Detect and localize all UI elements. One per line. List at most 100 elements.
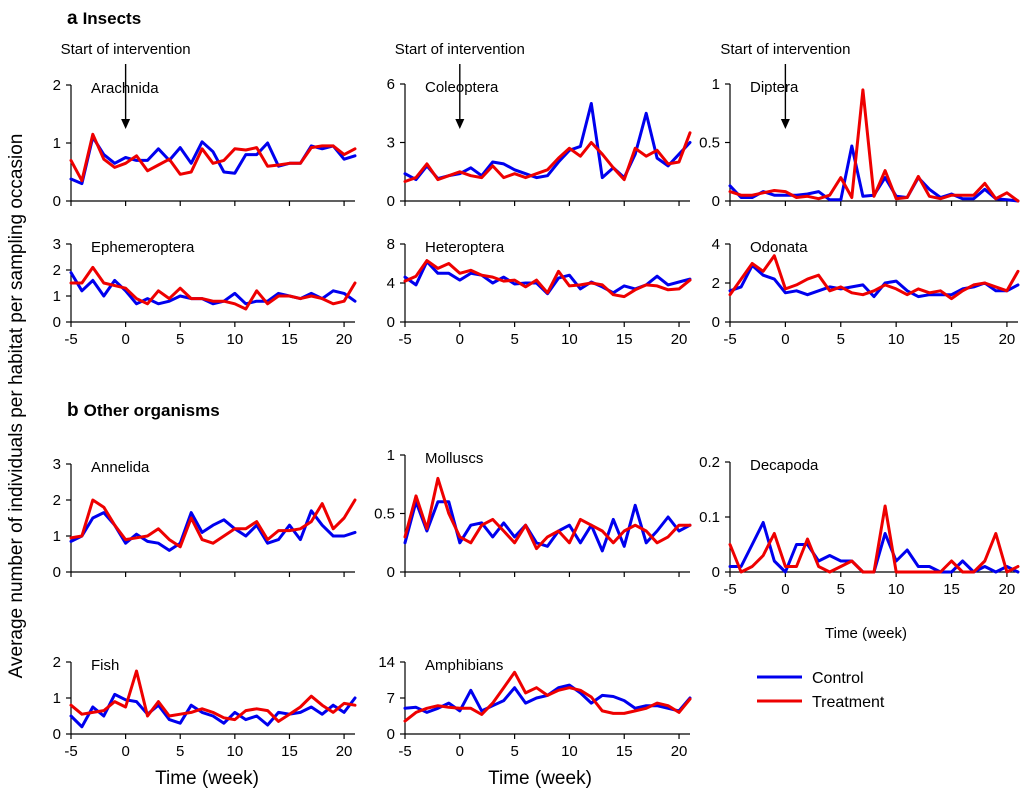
amphibians-panel-label: Amphibians (425, 657, 503, 674)
fish-x-tick-label: 10 (227, 743, 244, 760)
heteroptera-y-tick-label: 8 (387, 236, 395, 253)
amphibians-y-tick-label: 14 (378, 654, 395, 671)
diptera-intervention-label: Start of intervention (720, 41, 850, 58)
odonata-y-tick-label: 4 (712, 236, 720, 253)
section-b-letter: b (67, 400, 79, 421)
odonata-x-tick-label: -5 (723, 331, 736, 348)
heteroptera-treatment-line (403, 259, 692, 299)
amphibians-treatment-line (403, 670, 692, 723)
x-axis-title-left: Time (week) (155, 768, 259, 789)
arachnida-intervention-label: Start of intervention (61, 41, 191, 58)
ephemeroptera-x-tick-label: 0 (121, 331, 129, 348)
fish-control-line (69, 692, 357, 729)
ephemeroptera-x-tick-label: 15 (281, 331, 298, 348)
section-a-heading: a Insects (67, 8, 141, 29)
odonata-x-tick-label: 15 (943, 331, 960, 348)
fish-x-tick-label: 15 (281, 743, 298, 760)
diptera-panel-label: Diptera (750, 79, 799, 96)
coleoptera-treatment-line (403, 131, 692, 183)
heteroptera-x-tick-label: 15 (616, 331, 633, 348)
diptera-treatment-line (728, 88, 1020, 203)
fish-treatment-line (69, 669, 357, 723)
decapoda-y-tick-label: 0.2 (699, 454, 720, 471)
odonata-x-tick-label: 20 (999, 331, 1016, 348)
section-a-title: Insects (83, 9, 142, 28)
odonata-x-tick-label: 5 (837, 331, 845, 348)
legend: Control Treatment (757, 670, 885, 711)
section-b-heading: b Other organisms (67, 400, 220, 421)
fish-x-tick-label: -5 (64, 743, 77, 760)
annelida-y-tick-label: 3 (53, 456, 61, 473)
diptera-y-tick-label: 1 (712, 76, 720, 93)
arachnida-intervention-arrow-head (121, 119, 131, 129)
decapoda-x-tick-label: 0 (781, 581, 789, 598)
amphibians-y-tick-label: 0 (387, 726, 395, 743)
ephemeroptera-y-tick-label: 3 (53, 236, 61, 253)
amphibians-x-tick-label: -5 (398, 743, 411, 760)
fish-x-tick-label: 0 (121, 743, 129, 760)
odonata-x-tick-label: 10 (888, 331, 905, 348)
decapoda-x-tick-label: -5 (723, 581, 736, 598)
panel-coleoptera: 0 3 6 Coleoptera Start of intervention (387, 41, 692, 210)
fish-x-tick-label: 20 (336, 743, 353, 760)
legend-control-label: Control (812, 670, 864, 687)
amphibians-x-tick-label: 0 (456, 743, 464, 760)
decapoda-x-tick-label: 10 (888, 581, 905, 598)
coleoptera-panel-label: Coleoptera (425, 79, 499, 96)
heteroptera-y-tick-label: 0 (387, 314, 395, 331)
panel-diptera: 0 0.5 1 Diptera Start of intervention (699, 41, 1020, 210)
ephemeroptera-panel-label: Ephemeroptera (91, 239, 195, 256)
fish-panel-label: Fish (91, 657, 119, 674)
annelida-y-tick-label: 0 (53, 564, 61, 581)
coleoptera-y-tick-label: 3 (387, 135, 395, 152)
arachnida-y-tick-label: 2 (53, 77, 61, 94)
decapoda-x-tick-label: 20 (999, 581, 1016, 598)
molluscs-y-tick-label: 0.5 (374, 506, 395, 523)
odonata-treatment-line (728, 254, 1020, 301)
amphibians-x-tick-label: 5 (510, 743, 518, 760)
amphibians-x-tick-label: 20 (671, 743, 688, 760)
annelida-panel-label: Annelida (91, 459, 150, 476)
heteroptera-x-tick-label: 10 (561, 331, 578, 348)
molluscs-panel-label: Molluscs (425, 450, 483, 467)
diptera-intervention-arrow-head (780, 119, 790, 129)
coleoptera-intervention-arrow-head (455, 119, 465, 129)
ephemeroptera-treatment-line (69, 265, 357, 311)
x-axis-title-middle: Time (week) (488, 768, 592, 789)
odonata-y-tick-label: 2 (712, 275, 720, 292)
decapoda-panel-label: Decapoda (750, 457, 819, 474)
ephemeroptera-control-line (69, 271, 357, 306)
annelida-y-tick-label: 1 (53, 528, 61, 545)
decapoda-treatment-line (728, 504, 1020, 574)
fish-y-tick-label: 1 (53, 690, 61, 707)
annelida-y-tick-label: 2 (53, 492, 61, 509)
coleoptera-y-tick-label: 0 (387, 193, 395, 210)
heteroptera-panel-label: Heteroptera (425, 239, 505, 256)
coleoptera-y-tick-label: 6 (387, 76, 395, 93)
molluscs-y-tick-label: 1 (387, 447, 395, 464)
ephemeroptera-x-tick-label: -5 (64, 331, 77, 348)
fish-x-tick-label: 5 (176, 743, 184, 760)
shared-y-axis-label: Average number of individuals per habita… (6, 134, 27, 679)
ephemeroptera-x-tick-label: 5 (176, 331, 184, 348)
heteroptera-x-tick-label: -5 (398, 331, 411, 348)
decapoda-x-tick-label: 15 (943, 581, 960, 598)
fish-y-tick-label: 0 (53, 726, 61, 743)
diptera-y-tick-label: 0.5 (699, 135, 720, 152)
ephemeroptera-y-tick-label: 1 (53, 288, 61, 305)
fish-y-tick-label: 2 (53, 654, 61, 671)
annelida-treatment-line (69, 498, 357, 549)
panel-annelida: 0 1 2 3 Annelida (53, 456, 357, 581)
amphibians-y-tick-label: 7 (387, 690, 395, 707)
odonata-x-tick-label: 0 (781, 331, 789, 348)
heteroptera-x-tick-label: 20 (671, 331, 688, 348)
ephemeroptera-y-tick-label: 0 (53, 314, 61, 331)
amphibians-x-tick-label: 15 (616, 743, 633, 760)
